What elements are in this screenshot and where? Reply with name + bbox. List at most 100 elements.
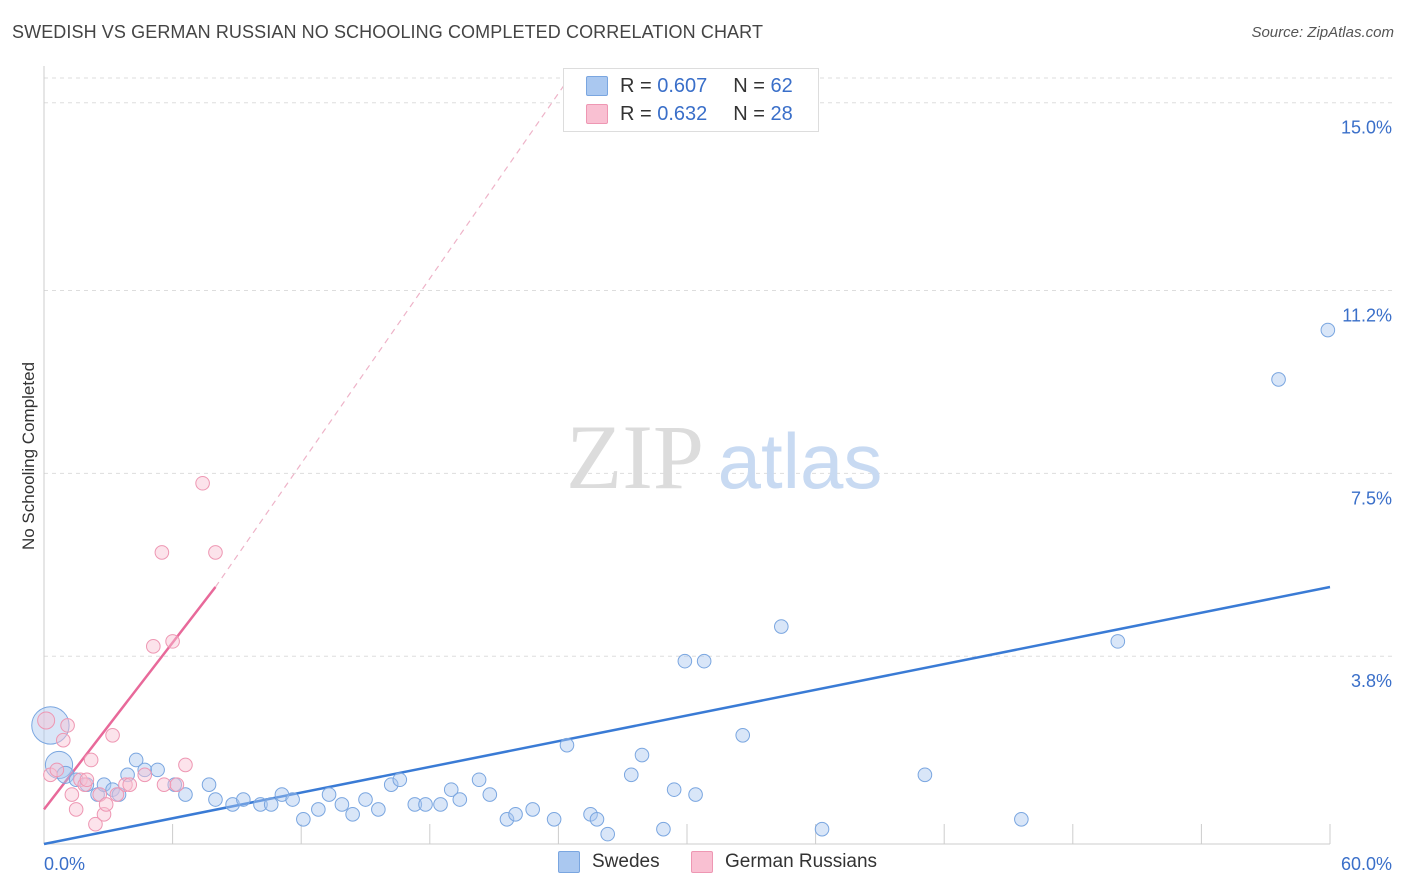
y-tick-label: 15.0% [1341, 118, 1392, 138]
trend-line-swedes [43, 585, 1331, 846]
point-swedes [1271, 372, 1286, 387]
y-tick-label: 3.8% [1351, 671, 1392, 691]
point-swedes [559, 737, 575, 753]
point-swedes [452, 792, 468, 807]
point-swedes [128, 752, 144, 768]
gridlines [44, 77, 1392, 657]
point-swedes [418, 797, 433, 812]
point-german-russians [195, 475, 210, 491]
point-swedes [371, 802, 386, 817]
point-swedes [285, 792, 300, 807]
point-german-russians [60, 718, 75, 733]
point-german-russians [88, 816, 103, 832]
point-swedes [1110, 634, 1126, 649]
point-swedes [508, 807, 523, 822]
x-tick-label: 0.0% [44, 854, 85, 874]
point-german-russians [146, 639, 161, 654]
point-swedes [407, 797, 423, 812]
point-german-russians [118, 777, 133, 792]
point-german-russians [64, 787, 80, 802]
point-german-russians [122, 777, 138, 792]
trend-lines [43, 77, 1331, 846]
point-swedes [917, 767, 933, 783]
point-swedes [137, 762, 153, 778]
legend-n-label: N = [733, 102, 765, 125]
legend-row-german-russians: R = 0.632 N = 28 [586, 100, 793, 128]
point-swedes [178, 787, 193, 802]
point-german-russians [105, 727, 120, 743]
bottom-legend-swedes[interactable]: Swedes [558, 851, 660, 873]
x-tick-label: 60.0% [1341, 854, 1392, 874]
point-german-russians [49, 762, 65, 778]
point-swedes [696, 653, 712, 669]
point-german-russians [109, 787, 125, 802]
point-swedes [735, 727, 751, 743]
legend-n-value: 62 [770, 74, 793, 97]
point-swedes [774, 619, 789, 634]
point-swedes [525, 802, 540, 817]
point-swedes [623, 767, 639, 783]
point-swedes [600, 826, 615, 842]
point-swedes [311, 802, 326, 817]
point-swedes [471, 772, 487, 788]
point-swedes [499, 811, 515, 827]
point-swedes [236, 792, 251, 807]
point-swedes [263, 797, 279, 812]
legend-n-value: 28 [770, 102, 793, 125]
watermark-zip: ZIP [566, 406, 704, 508]
german-russians-label: German Russians [725, 851, 878, 872]
y-tick-label: 11.2% [1342, 306, 1392, 326]
point-german-russians [169, 777, 185, 792]
point-swedes [253, 797, 268, 812]
point-swedes [150, 762, 165, 778]
point-swedes [482, 787, 498, 802]
point-swedes [321, 787, 337, 802]
watermark-atlas: atlas [718, 417, 883, 505]
y-axis-label: No Schooling Completed [19, 362, 38, 550]
point-swedes [208, 792, 223, 807]
legend: R = 0.607 N = 62 R = 0.632 N = 28 [563, 68, 819, 132]
point-german-russians [68, 802, 84, 817]
bottom-legend-german-russians[interactable]: German Russians [691, 851, 877, 873]
point-swedes [433, 797, 448, 812]
point-german-russians [79, 772, 95, 788]
point-swedes [201, 777, 217, 792]
axes [43, 66, 1331, 845]
source-label: Source: ZipAtlas.com [1251, 24, 1394, 41]
point-german-russians [156, 777, 172, 792]
point-swedes [296, 811, 311, 827]
legend-swatch-german-russians [586, 104, 608, 124]
legend-r-value: 0.607 [657, 74, 708, 97]
point-swedes [383, 777, 399, 792]
point-german-russians [55, 732, 71, 748]
point-swedes [443, 782, 459, 797]
tick-labels: 3.8% 7.5% 11.2% 15.0% 0.0% 60.0% [44, 118, 1392, 874]
point-german-russians [37, 711, 56, 730]
point-swedes [334, 797, 350, 812]
point-swedes [677, 653, 693, 669]
point-german-russians [208, 545, 223, 560]
y-tick-label: 7.5% [1351, 488, 1392, 508]
point-swedes [589, 811, 605, 827]
point-swedes [345, 807, 360, 822]
point-swedes [656, 821, 671, 837]
point-german-russians [165, 634, 180, 649]
point-swedes [1320, 322, 1336, 338]
point-german-russians [178, 757, 193, 773]
bottom-legend: Swedes German Russians [0, 851, 1406, 877]
point-swedes [358, 792, 373, 807]
point-swedes [814, 821, 830, 837]
point-german-russians [83, 752, 99, 768]
swedes-swatch [558, 851, 580, 873]
point-swedes [688, 787, 703, 802]
legend-n-label: N = [733, 74, 765, 97]
trend-extension-german-russians [214, 77, 570, 588]
point-german-russians [137, 767, 153, 783]
legend-row-swedes: R = 0.607 N = 62 [586, 72, 793, 100]
legend-r-label: R = [620, 102, 652, 125]
point-swedes [634, 747, 650, 763]
point-german-russians [154, 545, 170, 560]
point-swedes [1014, 811, 1029, 827]
trend-line-german-russians [43, 586, 217, 811]
